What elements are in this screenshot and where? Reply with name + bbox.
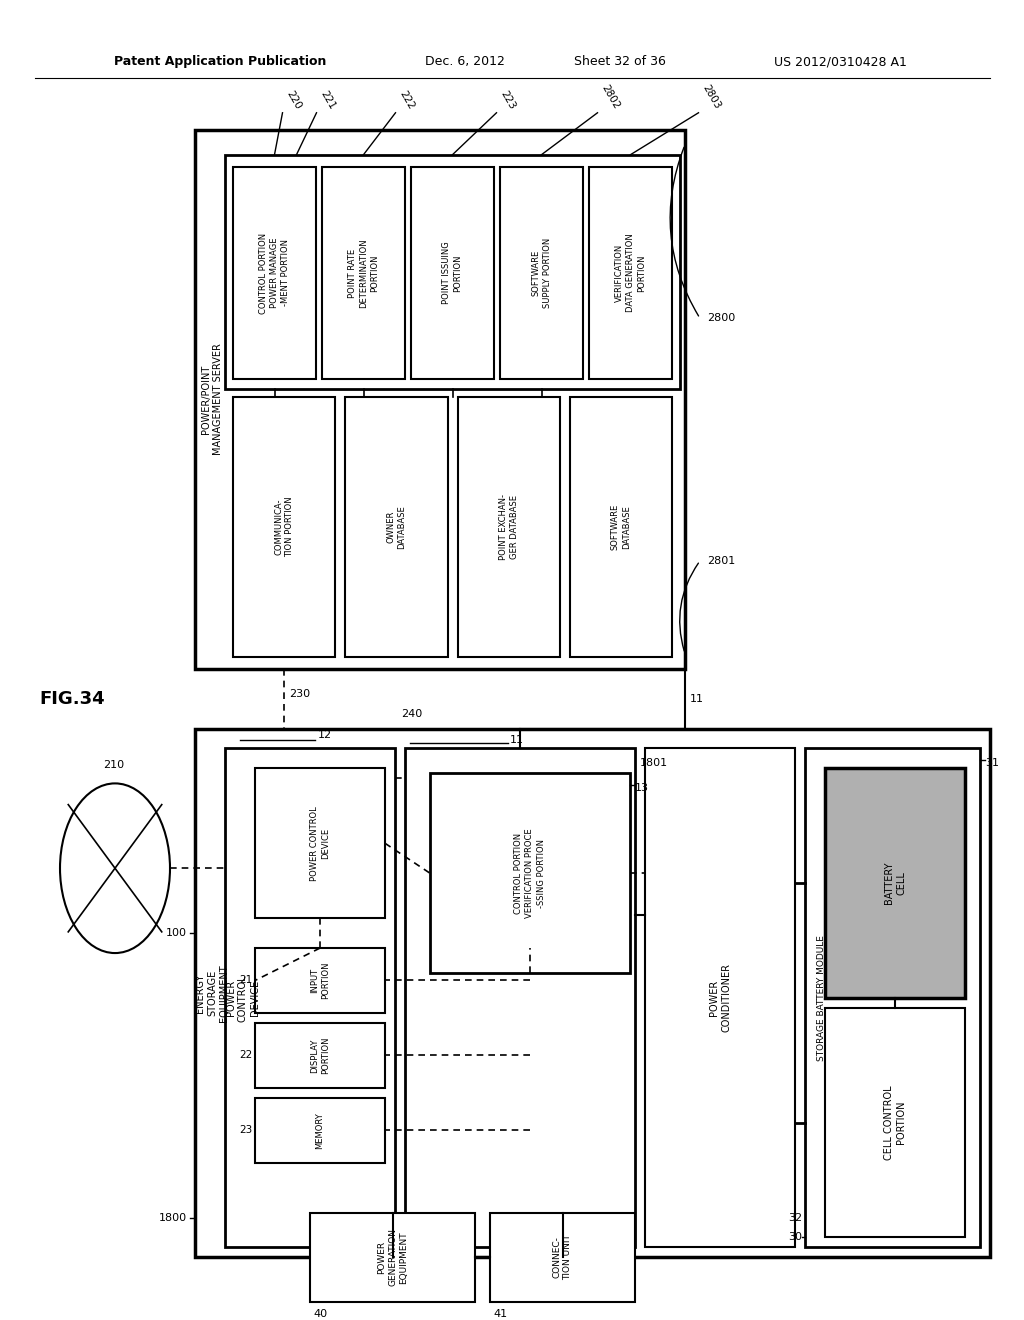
Text: 2803: 2803 [700, 83, 722, 111]
Text: 12: 12 [318, 730, 332, 741]
Bar [255, 948, 385, 1012]
Bar [195, 729, 990, 1258]
Text: 240: 240 [401, 709, 423, 718]
Text: INPUT
PORTION: INPUT PORTION [310, 962, 330, 999]
Text: OWNER
DATABASE: OWNER DATABASE [386, 506, 407, 549]
Bar [322, 166, 406, 379]
Text: 11: 11 [690, 693, 705, 704]
Text: 2802: 2802 [599, 83, 622, 111]
Text: 221: 221 [318, 88, 337, 111]
Bar [430, 774, 630, 973]
Text: POWER
CONDITIONER: POWER CONDITIONER [709, 964, 731, 1032]
Text: 2801: 2801 [707, 556, 735, 566]
Text: POINT ISSUING
PORTION: POINT ISSUING PORTION [442, 242, 463, 305]
Bar [805, 748, 980, 1247]
Text: FIG.34: FIG.34 [39, 689, 104, 708]
Bar [500, 166, 583, 379]
Text: DISPLAY
PORTION: DISPLAY PORTION [310, 1036, 330, 1074]
Text: MEMORY: MEMORY [315, 1111, 325, 1148]
Text: US 2012/0310428 A1: US 2012/0310428 A1 [773, 55, 906, 69]
Text: 1801: 1801 [640, 759, 668, 768]
Bar [255, 1023, 385, 1088]
Text: BATTERY
CELL: BATTERY CELL [884, 862, 906, 904]
Text: VERIFICATION
DATA GENERATION
PORTION: VERIFICATION DATA GENERATION PORTION [614, 234, 646, 313]
Text: 223: 223 [499, 88, 517, 111]
Bar [255, 1098, 385, 1163]
Text: 2800: 2800 [707, 313, 735, 323]
Text: 21: 21 [239, 975, 252, 986]
Text: 210: 210 [103, 760, 124, 771]
Bar [490, 1213, 635, 1303]
Text: 11: 11 [510, 735, 524, 746]
Bar [825, 768, 965, 998]
Text: CONNEC-
TION UNIT: CONNEC- TION UNIT [553, 1234, 572, 1280]
Text: POWER/POINT
MANAGEMENT SERVER: POWER/POINT MANAGEMENT SERVER [201, 343, 223, 455]
Bar [255, 768, 385, 919]
Text: 23: 23 [239, 1125, 252, 1135]
Bar [645, 748, 795, 1247]
Text: 40: 40 [313, 1309, 327, 1319]
Text: 22: 22 [239, 1051, 252, 1060]
Bar [225, 748, 395, 1247]
Text: 32: 32 [787, 1213, 802, 1222]
Text: Dec. 6, 2012: Dec. 6, 2012 [425, 55, 505, 69]
Text: POINT EXCHAN-
GER DATABASE: POINT EXCHAN- GER DATABASE [499, 494, 519, 560]
Text: SOFTWARE
SUPPLY PORTION: SOFTWARE SUPPLY PORTION [531, 238, 552, 308]
Bar [589, 166, 672, 379]
Text: 100: 100 [166, 928, 187, 939]
Text: CONTROL PORTION
POWER MANAGE
-MENT PORTION: CONTROL PORTION POWER MANAGE -MENT PORTI… [259, 232, 290, 314]
Text: 230: 230 [289, 689, 310, 698]
Bar [825, 1008, 965, 1237]
Text: Patent Application Publication: Patent Application Publication [114, 55, 327, 69]
Text: POWER CONTROL
DEVICE: POWER CONTROL DEVICE [310, 807, 330, 880]
Text: POWER
GENERATION
EQUIPMENT: POWER GENERATION EQUIPMENT [377, 1229, 409, 1287]
Bar [345, 397, 447, 656]
Ellipse shape [60, 783, 170, 953]
Bar [411, 166, 494, 379]
Text: CELL CONTROL
PORTION: CELL CONTROL PORTION [884, 1085, 906, 1160]
Text: Sheet 32 of 36: Sheet 32 of 36 [574, 55, 666, 69]
Text: POINT RATE
DETERMINATION
PORTION: POINT RATE DETERMINATION PORTION [348, 238, 379, 308]
Text: 222: 222 [397, 88, 416, 111]
Text: 30: 30 [788, 1233, 802, 1242]
Bar [310, 1213, 475, 1303]
Text: POWER
CONTROL
DEVICE: POWER CONTROL DEVICE [225, 974, 260, 1022]
Bar [225, 154, 680, 389]
Bar [458, 397, 560, 656]
Text: 1800: 1800 [159, 1213, 187, 1222]
Text: 13: 13 [635, 783, 649, 793]
Bar [195, 129, 685, 669]
Bar [569, 397, 672, 656]
Bar [233, 166, 316, 379]
Text: 31: 31 [985, 759, 999, 768]
Text: 220: 220 [285, 88, 303, 111]
Text: ENERGY
STORAGE
EQUIPMENT: ENERGY STORAGE EQUIPMENT [195, 964, 229, 1022]
Text: CONTROL PORTION
VERIFICATION PROCE
-SSING PORTION: CONTROL PORTION VERIFICATION PROCE -SSIN… [514, 829, 546, 917]
Text: SOFTWARE
DATABASE: SOFTWARE DATABASE [611, 504, 631, 550]
Text: 41: 41 [493, 1309, 507, 1319]
Bar [406, 748, 635, 1247]
Text: COMMUNICA-
TION PORTION: COMMUNICA- TION PORTION [274, 496, 294, 557]
Bar [233, 397, 335, 656]
Text: STORAGE BATTERY MODULE: STORAGE BATTERY MODULE [817, 935, 826, 1061]
